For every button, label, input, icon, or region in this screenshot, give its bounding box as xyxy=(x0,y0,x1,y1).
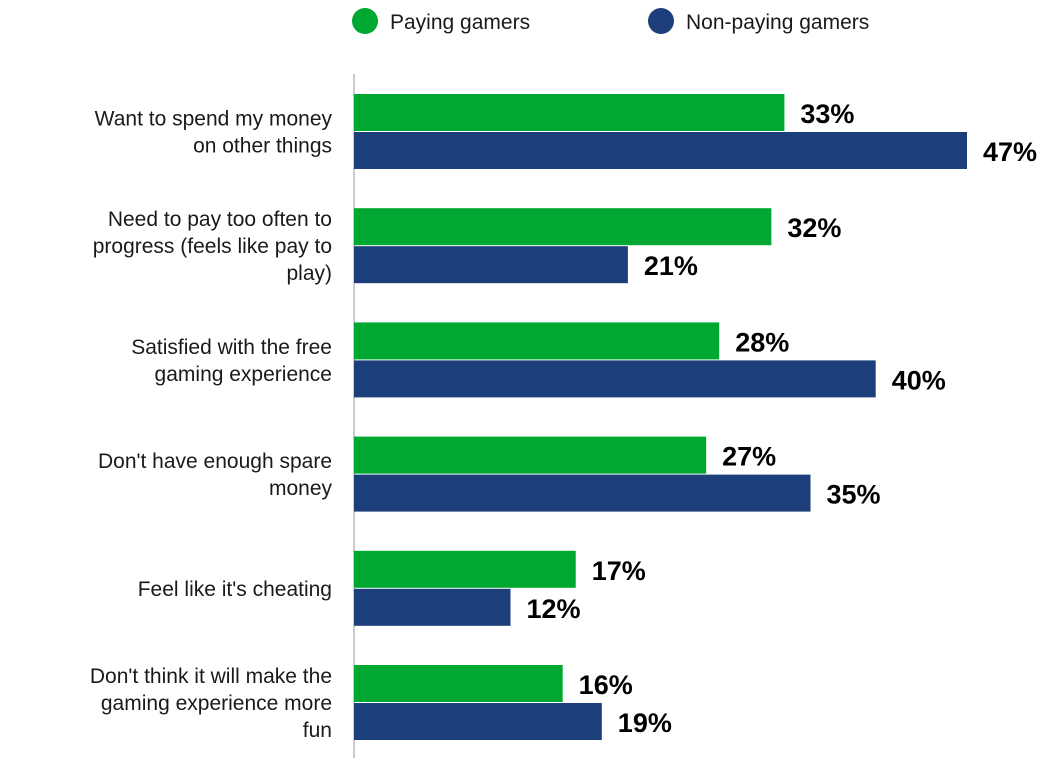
bar-paying xyxy=(354,94,785,131)
category-label: Don't think it will make the gaming exper… xyxy=(90,665,332,742)
data-label-non-paying: 21% xyxy=(644,251,698,281)
category-label-line: Don't think it will make the xyxy=(90,665,332,688)
data-label-paying: 28% xyxy=(735,327,789,357)
bar-non-paying xyxy=(354,246,628,284)
category-label-line: play) xyxy=(286,262,332,285)
category-label: Satisfied with the free gaming experience xyxy=(131,336,332,386)
legend-marker-paying xyxy=(352,8,378,34)
category-labels: Want to spend my money on other things Nee… xyxy=(90,108,333,743)
bar-paying xyxy=(354,665,563,702)
category-label-line: Don't have enough spare xyxy=(98,450,332,473)
data-label-paying: 27% xyxy=(722,442,776,472)
category-label-line: progress (feels like pay to xyxy=(93,235,332,258)
category-label-line: money xyxy=(269,477,333,500)
category-label-line: on other things xyxy=(193,135,332,158)
category-label-line: fun xyxy=(303,719,332,742)
value-labels: 33% 47% 32% 21% 28% 40% 27% 35% 17% 12% 16% 19% xyxy=(527,99,1038,738)
bar-paying xyxy=(354,436,707,474)
bar-non-paying xyxy=(354,132,967,169)
legend-label-non-paying: Non-paying gamers xyxy=(686,11,869,34)
category-label-line: Feel like it's cheating xyxy=(138,578,332,601)
data-label-paying: 32% xyxy=(787,213,841,243)
data-label-non-paying: 40% xyxy=(892,365,946,395)
bar-paying xyxy=(354,208,772,246)
bar-non-paying xyxy=(354,474,811,512)
category-label-line: Need to pay too often to xyxy=(108,208,332,231)
category-label-line: gaming experience xyxy=(155,363,332,386)
category-label: Feel like it's cheating xyxy=(138,578,332,601)
legend-label-paying: Paying gamers xyxy=(390,11,530,34)
legend: Paying gamers Non-paying gamers xyxy=(352,8,869,34)
category-label-line: Satisfied with the free xyxy=(131,336,332,359)
data-label-non-paying: 12% xyxy=(527,594,581,624)
category-label: Want to spend my money on other things xyxy=(95,108,333,158)
bars xyxy=(354,94,967,740)
legend-marker-non-paying xyxy=(648,8,674,34)
data-label-paying: 17% xyxy=(592,556,646,586)
bar-non-paying xyxy=(354,703,602,740)
data-label-non-paying: 47% xyxy=(983,137,1037,167)
data-label-non-paying: 35% xyxy=(826,480,880,510)
data-label-paying: 33% xyxy=(800,99,854,129)
bar-non-paying xyxy=(354,360,876,398)
bar-paying xyxy=(354,322,720,360)
bar-non-paying xyxy=(354,588,511,626)
category-label: Don't have enough spare money xyxy=(98,450,333,500)
data-label-paying: 16% xyxy=(579,670,633,700)
bar-paying xyxy=(354,550,576,588)
data-label-non-paying: 19% xyxy=(618,708,672,738)
category-label-line: gaming experience more xyxy=(101,692,332,715)
category-label-line: Want to spend my money xyxy=(95,108,333,131)
category-label: Need to pay too often to progress (feels … xyxy=(93,208,332,285)
